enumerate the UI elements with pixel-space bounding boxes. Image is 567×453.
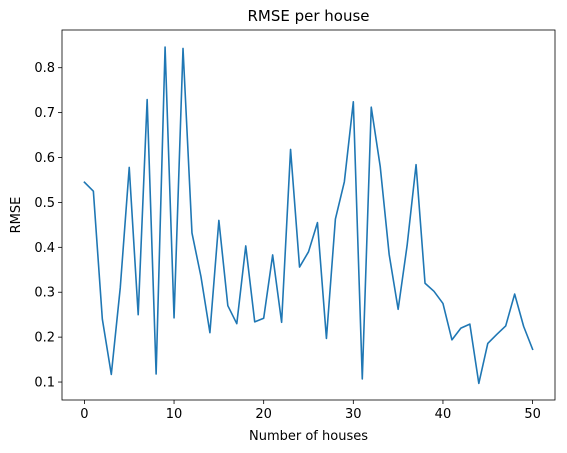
y-tick-label: 0.2 [34, 331, 55, 346]
x-axis-label: Number of houses [249, 429, 368, 444]
x-tick-label: 0 [80, 407, 88, 422]
series-layer [83, 46, 534, 385]
chart-title: RMSE per house [247, 7, 369, 25]
y-tick-label: 0.8 [34, 61, 55, 76]
y-tick-label: 0.4 [34, 241, 55, 256]
plot-background [62, 30, 555, 400]
plot-frame [61, 29, 556, 401]
series-line-rmse [83, 46, 534, 385]
y-tick-label: 0.7 [34, 106, 55, 121]
y-axis-label: RMSE [9, 197, 24, 234]
x-tick-label: 50 [524, 407, 541, 422]
x-tick-label: 10 [166, 407, 183, 422]
y-tick-label: 0.3 [34, 286, 55, 301]
x-axis-ticks: 0 10 20 30 40 50 [80, 400, 541, 422]
y-tick-label: 0.1 [34, 376, 55, 391]
y-axis-ticks: 0.1 0.2 0.3 0.4 0.5 0.6 0.7 0.8 [34, 61, 62, 391]
y-tick-label: 0.5 [34, 196, 55, 211]
x-tick-label: 30 [345, 407, 362, 422]
y-tick-label: 0.6 [34, 151, 55, 166]
x-tick-label: 40 [435, 407, 452, 422]
plot-area: 0 10 20 30 40 50 0.1 0.2 0.3 0.4 0.5 0.6 0.7 0.8 [34, 29, 556, 422]
x-tick-label: 20 [255, 407, 272, 422]
